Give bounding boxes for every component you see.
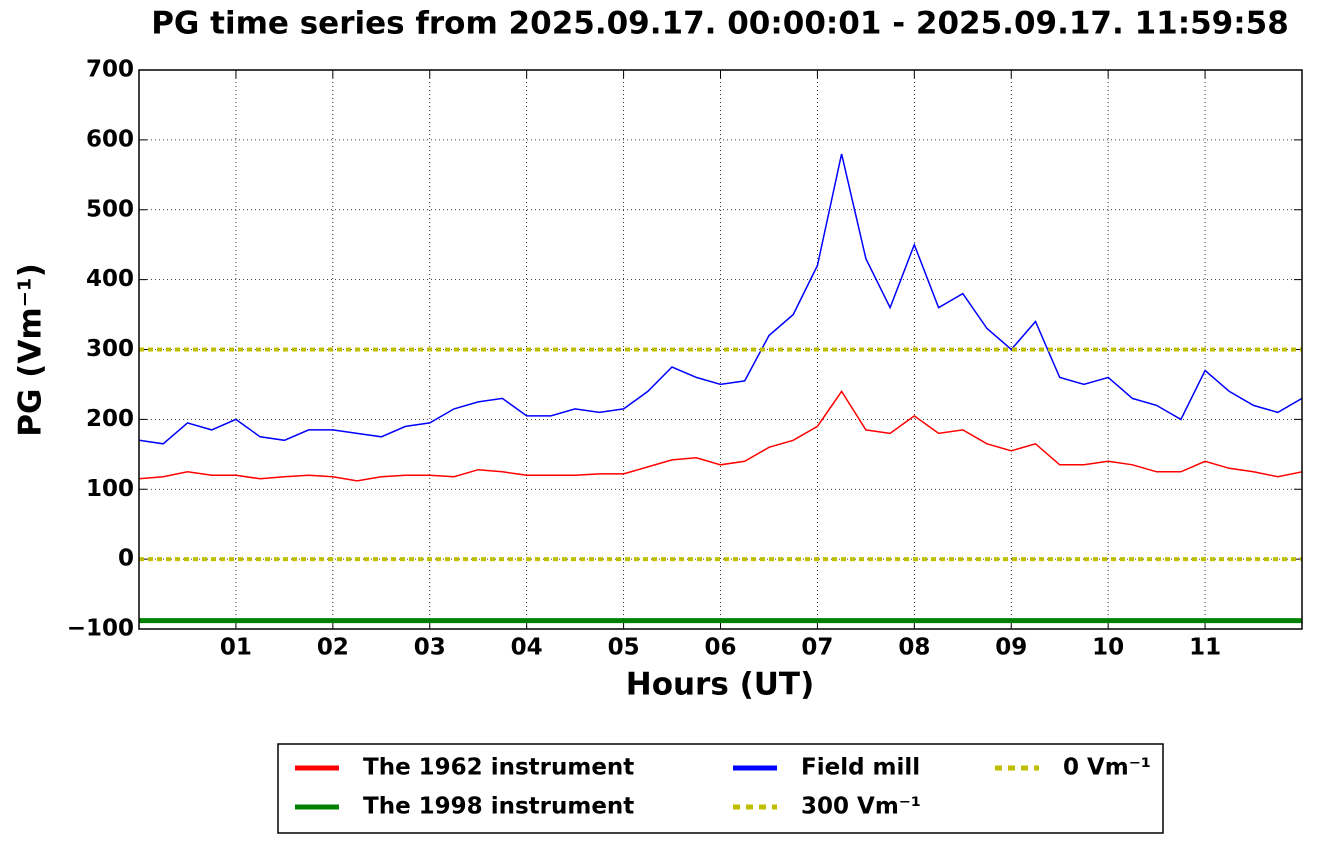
legend-label: 0 Vm⁻¹: [1063, 755, 1151, 781]
x-tick-label: 02: [317, 635, 349, 661]
y-tick-label: 0: [118, 546, 134, 572]
y-tick-label: 400: [86, 266, 134, 292]
plot-frame: [138, 69, 1303, 630]
x-tick-label: 05: [608, 635, 640, 661]
series-line: [138, 390, 1303, 482]
y-tick-label: 300: [86, 336, 134, 362]
x-tick-label: 10: [1092, 635, 1124, 661]
series-line: [138, 153, 1303, 445]
y-tick-label: 600: [86, 126, 134, 152]
legend-box: [277, 743, 1164, 834]
chart-title: PG time series from 2025.09.17. 00:00:01…: [151, 6, 1289, 42]
x-tick-label: 04: [511, 635, 543, 661]
x-tick-label: 06: [704, 635, 736, 661]
legend-label: The 1962 instrument: [363, 755, 634, 781]
y-tick-label: 200: [86, 406, 134, 432]
x-tick-label: 09: [995, 635, 1027, 661]
x-tick-label: 01: [220, 635, 252, 661]
x-tick-label: 11: [1189, 635, 1221, 661]
legend-label: Field mill: [801, 755, 920, 781]
x-tick-label: 08: [898, 635, 930, 661]
y-tick-label: −100: [67, 616, 134, 642]
y-tick-label: 100: [86, 476, 134, 502]
legend-label: The 1998 instrument: [363, 794, 634, 820]
y-axis-label: PG (Vm⁻¹): [13, 263, 49, 437]
x-tick-label: 03: [414, 635, 446, 661]
y-tick-label: 700: [86, 57, 134, 83]
x-tick-label: 07: [801, 635, 833, 661]
legend-label: 300 Vm⁻¹: [801, 794, 921, 820]
x-axis-label: Hours (UT): [626, 667, 815, 703]
y-tick-label: 500: [86, 196, 134, 222]
